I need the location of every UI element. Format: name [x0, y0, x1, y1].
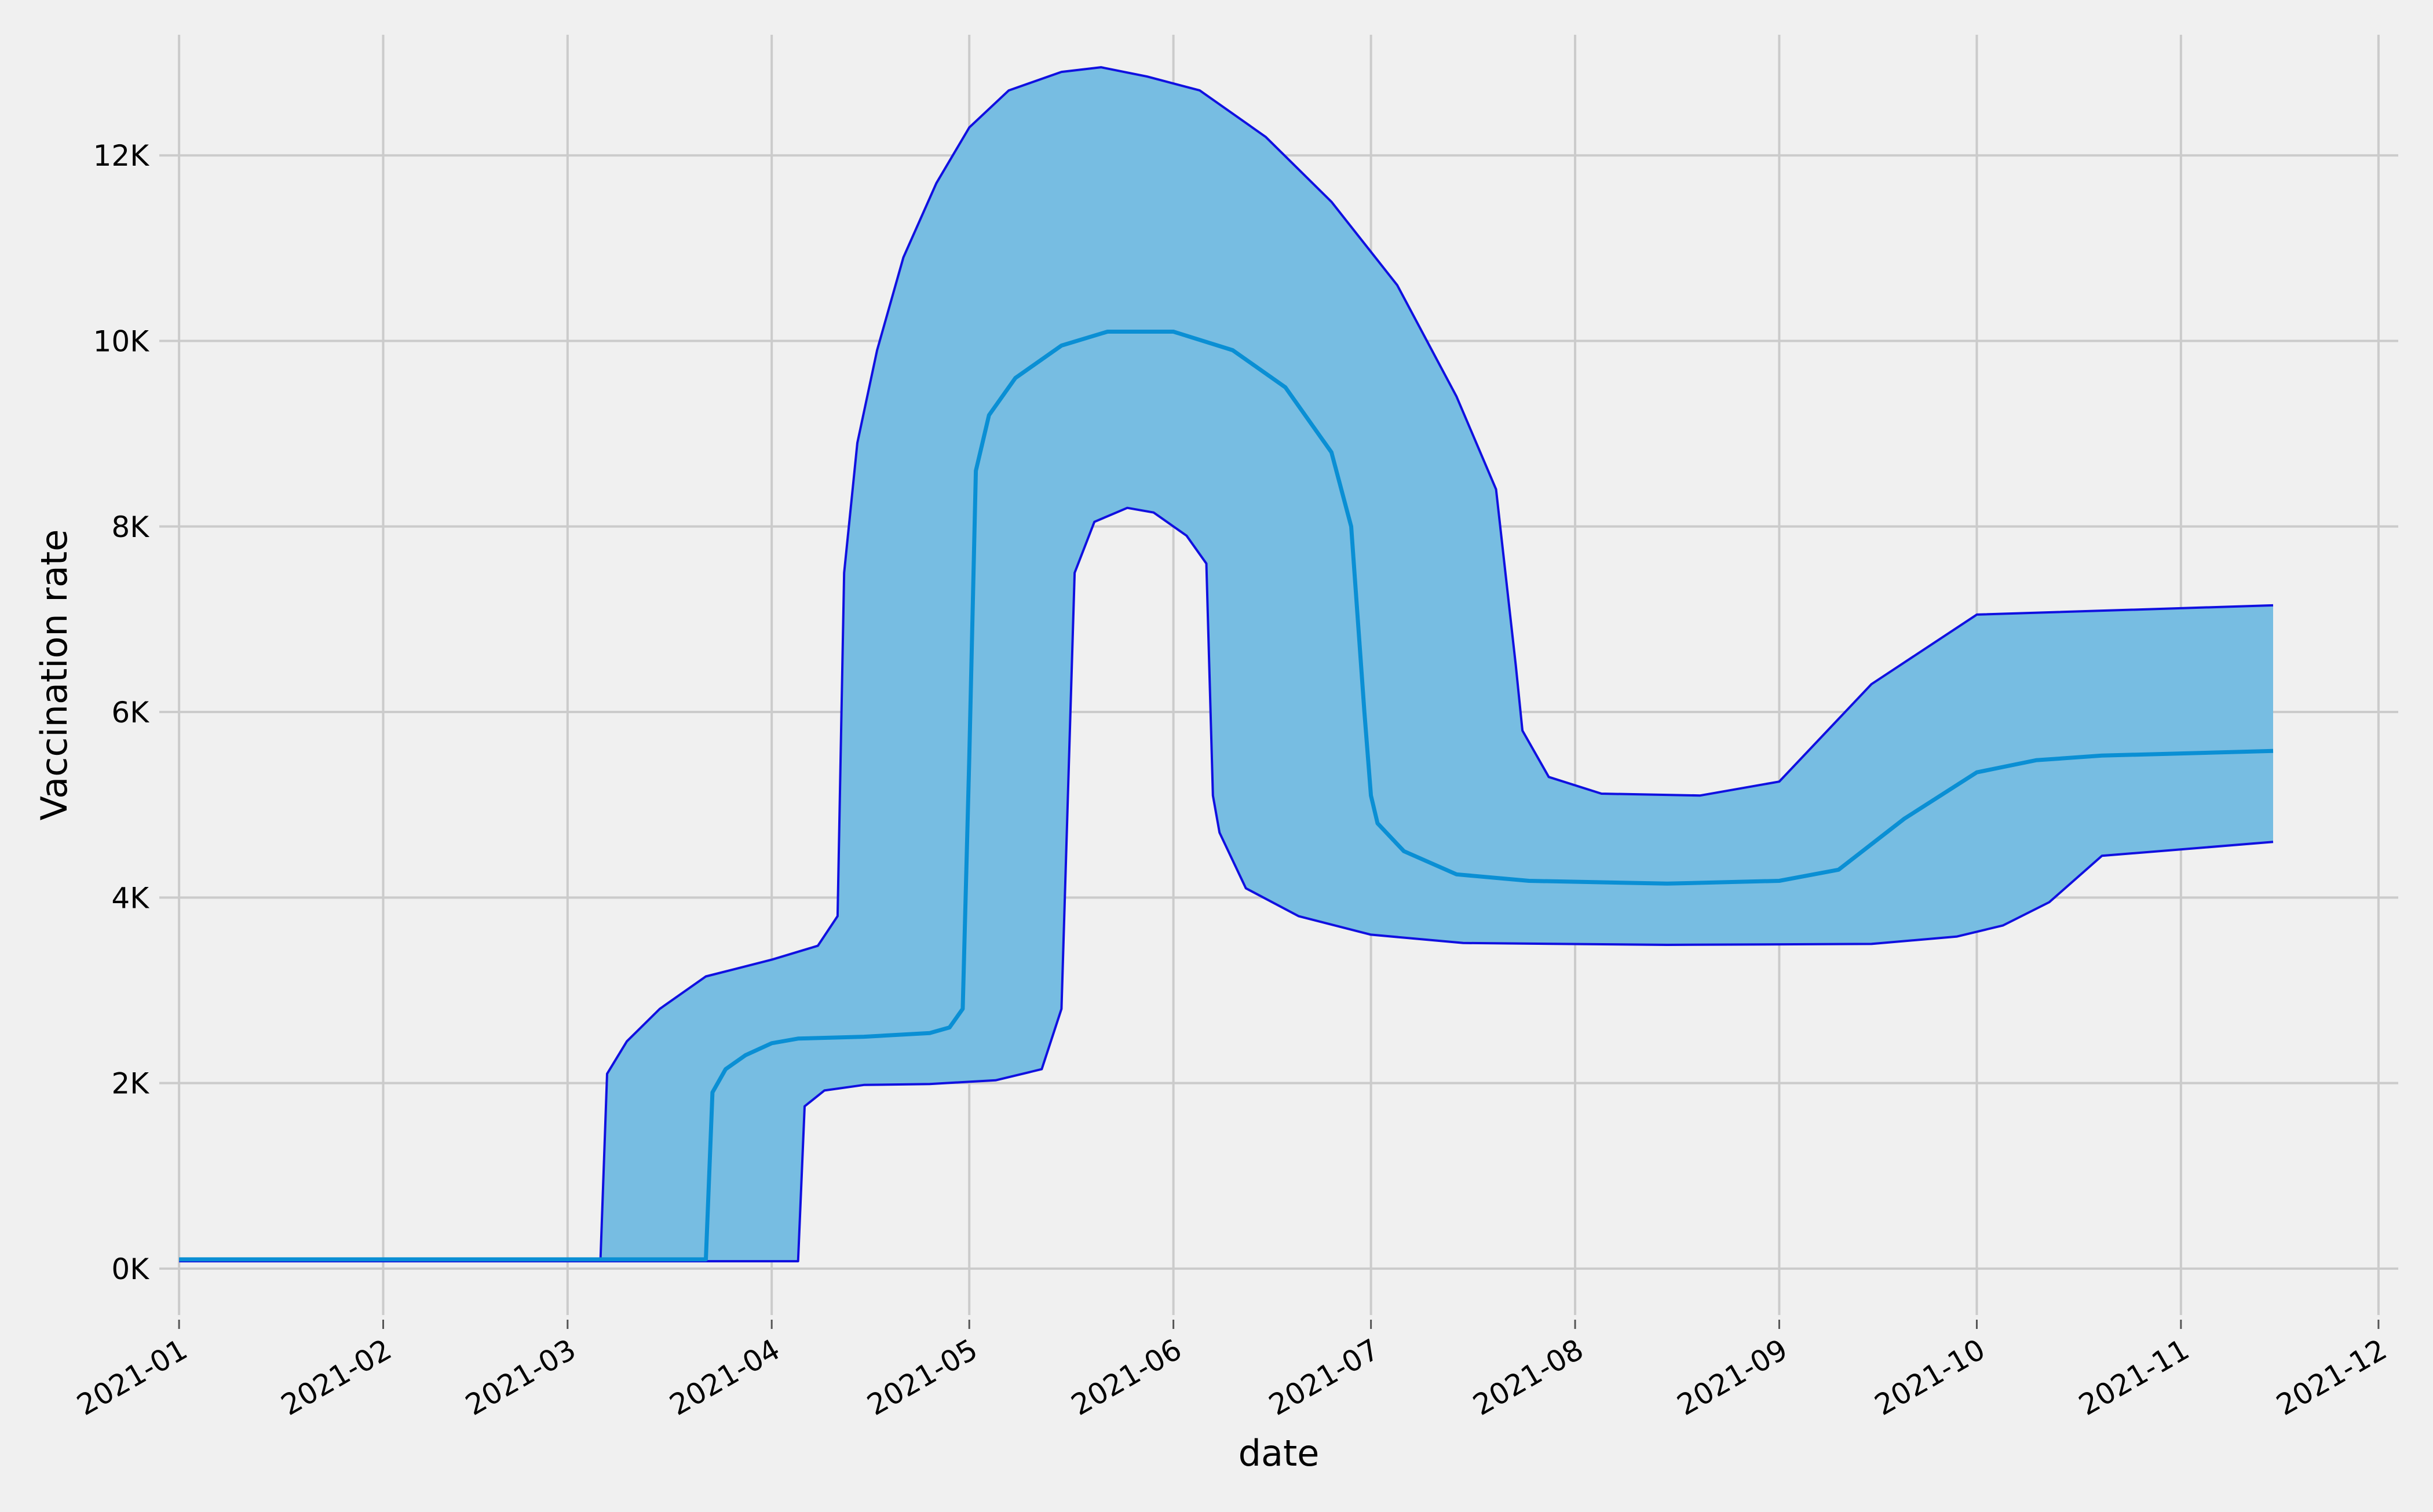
line-layer [179, 66, 2274, 1263]
lower-bound-line [179, 506, 2274, 1263]
y-tick-label: 10K [93, 324, 150, 358]
y-tick-label: 8K [111, 510, 149, 544]
x-axis-title: date [1239, 1432, 1320, 1474]
upper-bound-line [179, 66, 2274, 1261]
median-line [179, 330, 2274, 1262]
y-tick-label: 12K [93, 139, 150, 173]
band-layer [179, 67, 2273, 1262]
y-tick-label: 0K [111, 1252, 149, 1286]
y-tick-label: 4K [111, 881, 149, 915]
y-tick-label: 2K [111, 1067, 149, 1101]
confidence-band [179, 67, 2273, 1262]
y-tick-label: 6K [111, 696, 149, 729]
y-tick-labels: 0K 2K 4K 6K 8K 10K 12K [93, 139, 150, 1286]
y-axis-title: Vaccination rate [33, 529, 75, 821]
